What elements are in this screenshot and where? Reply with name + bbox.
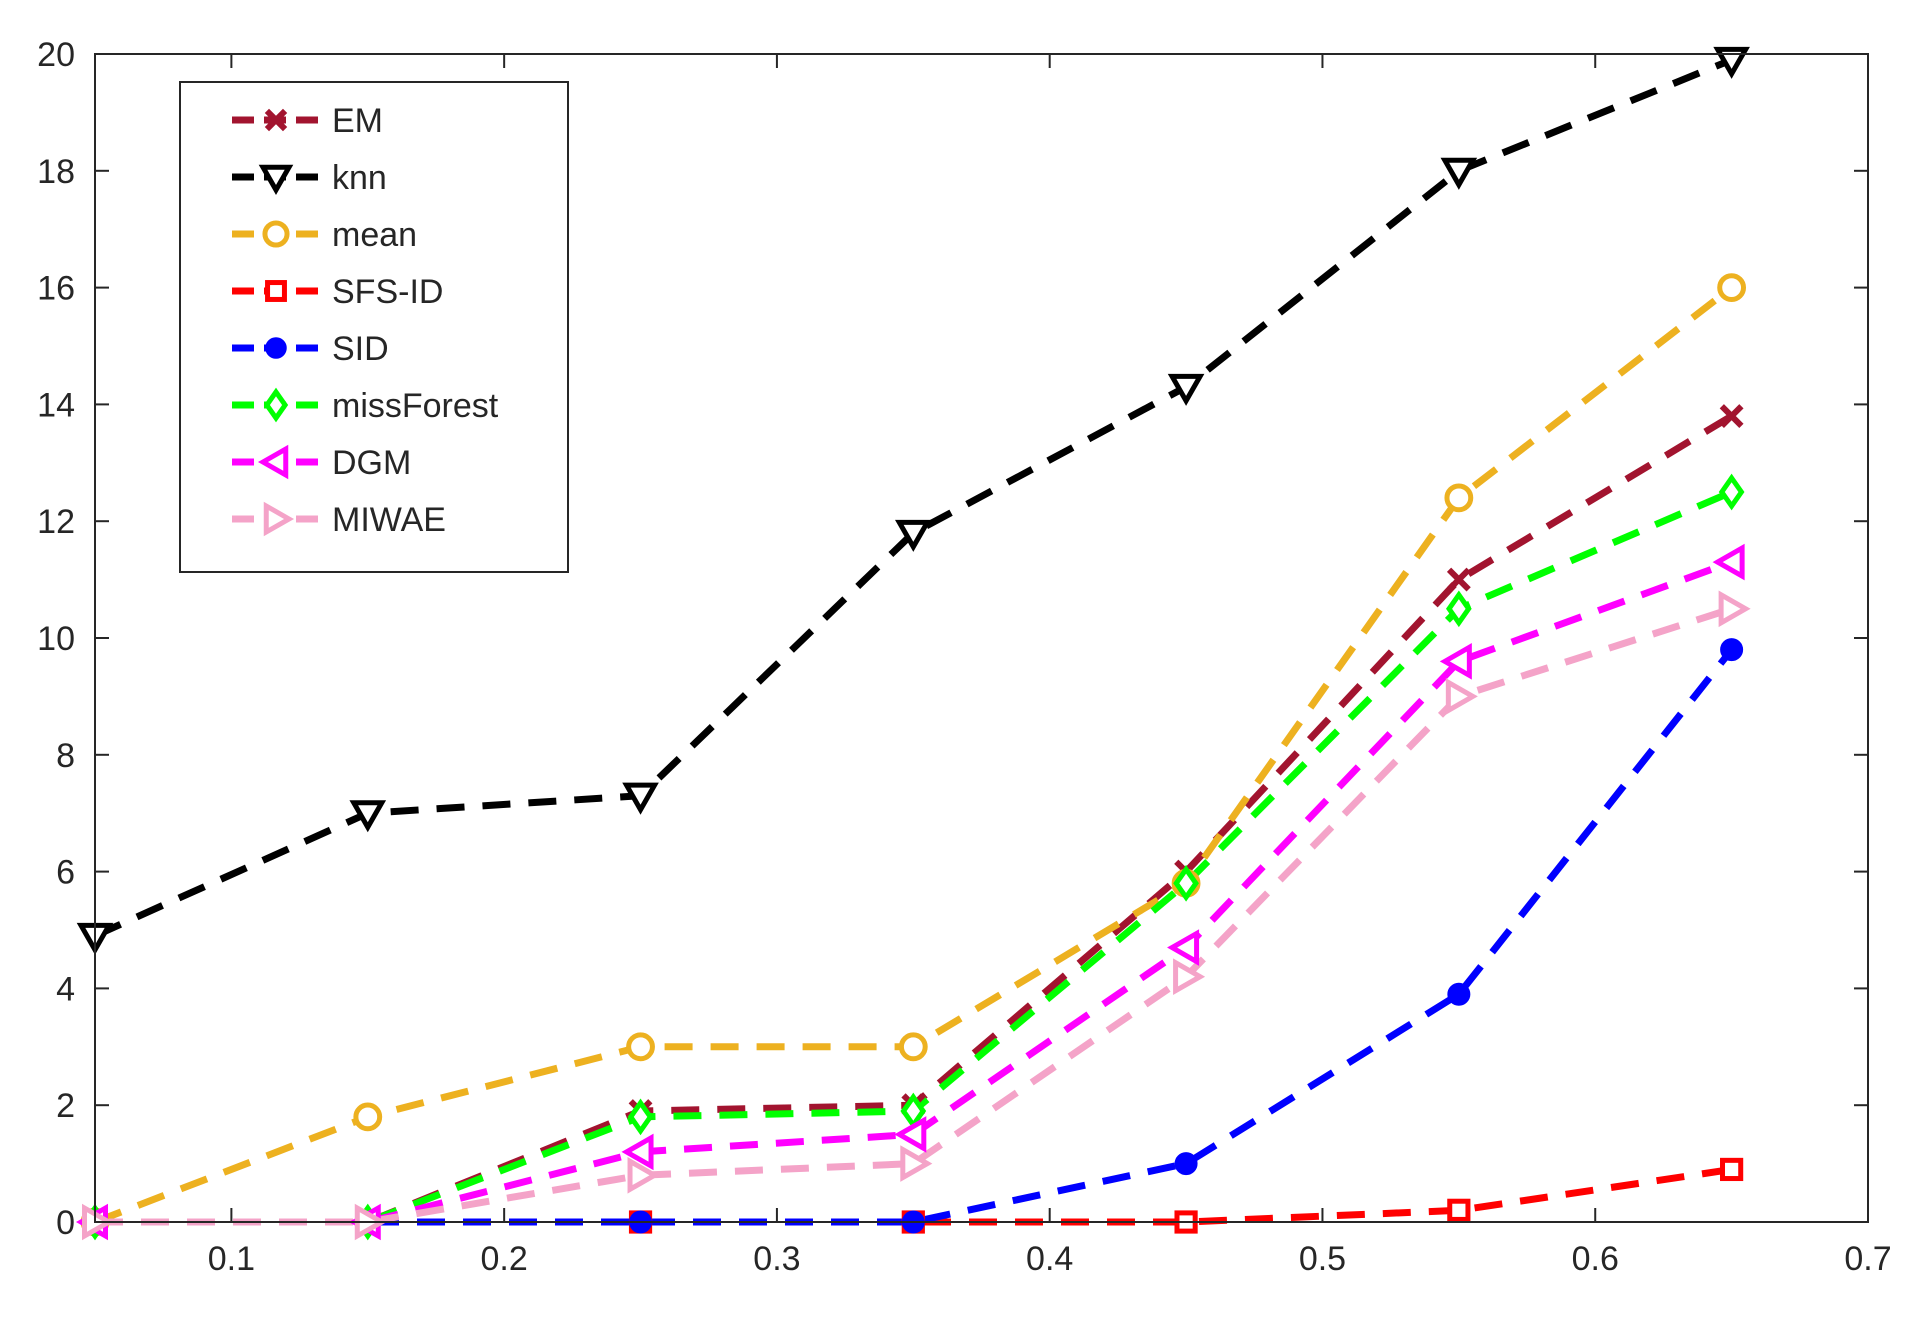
legend-label: missForest [332,387,499,425]
data-point [1718,590,1751,628]
x-tick-label: 0.4 [1026,1240,1073,1278]
data-point [263,387,289,423]
data-point [1445,590,1472,628]
data-point [621,1133,654,1171]
data-point [898,1032,928,1062]
y-tick-label: 14 [37,386,75,424]
x-tick-label: 0.2 [481,1240,528,1278]
data-point [622,782,659,815]
data-point [1439,643,1472,680]
legend-item: MIWAE [232,501,446,539]
legend-label: SID [332,330,389,368]
legend-box [179,81,569,573]
legend-item: mean [232,216,417,254]
legend-item: EM [232,102,383,140]
legend-item: DGM [232,444,411,482]
data-point [1447,982,1471,1006]
series-markers-knn [76,46,1750,955]
axis-ticks: 0.1 0.2 0.3 0.4 0.5 0.6 0.7 0 2 4 6 8 10 12 14 16 18 20 [37,36,1891,1278]
legend-label: mean [332,216,417,254]
data-point [1718,473,1745,511]
data-point [1167,373,1205,406]
data-point [257,444,289,480]
legend-item: missForest [232,387,499,425]
data-point [1174,1152,1198,1176]
x-tick-label: 0.6 [1572,1240,1619,1278]
y-tick-label: 12 [37,503,75,541]
data-point [626,1032,655,1062]
legend-label: EM [332,102,383,140]
y-tick-label: 16 [37,270,75,308]
y-tick-label: 4 [56,970,75,1008]
x-tick-label: 0.1 [208,1240,255,1278]
x-tick-label: 0.7 [1844,1240,1891,1278]
y-tick-label: 8 [56,737,75,775]
data-point [1440,157,1478,190]
data-point [1167,929,1200,966]
data-point [1447,1198,1471,1222]
legend-label: SFS-ID [332,273,443,311]
legend-label: DGM [332,444,411,482]
data-point [627,1098,654,1136]
data-point [265,337,287,359]
data-point [1445,678,1478,715]
legend: EM knn mean SFS-ID SID missForest DGM MIWAE [179,81,569,573]
data-point [262,220,290,248]
legend-label: knn [332,159,387,197]
legend-item: SID [232,330,389,368]
data-point [1720,1157,1744,1182]
x-tick-label: 0.3 [753,1240,800,1278]
data-point [258,164,294,196]
data-point [353,1102,383,1132]
y-tick-label: 10 [37,620,75,658]
data-point [1444,483,1474,513]
data-point [1713,46,1750,79]
y-tick-label: 0 [56,1204,75,1242]
data-point [894,519,932,552]
data-point [1712,543,1745,581]
data-point [627,1156,660,1194]
data-point [1717,273,1747,303]
legend-item: SFS-ID [232,273,443,311]
data-point [900,1145,933,1182]
data-point [1173,958,1206,996]
data-point [1446,567,1471,592]
x-tick-label: 0.5 [1299,1240,1346,1278]
data-point [1719,404,1744,429]
y-tick-label: 20 [37,36,75,74]
y-tick-label: 2 [56,1087,75,1125]
data-point [264,108,288,132]
data-point [1720,638,1744,662]
data-point [349,800,387,833]
y-tick-label: 18 [37,153,75,191]
data-point [263,501,295,537]
legend-item: knn [232,159,387,197]
legend-label: MIWAE [332,501,446,539]
data-point [1173,864,1199,902]
data-point [265,280,287,302]
series-layer [75,46,1751,1241]
data-point [894,1116,927,1153]
y-tick-label: 6 [56,854,75,892]
